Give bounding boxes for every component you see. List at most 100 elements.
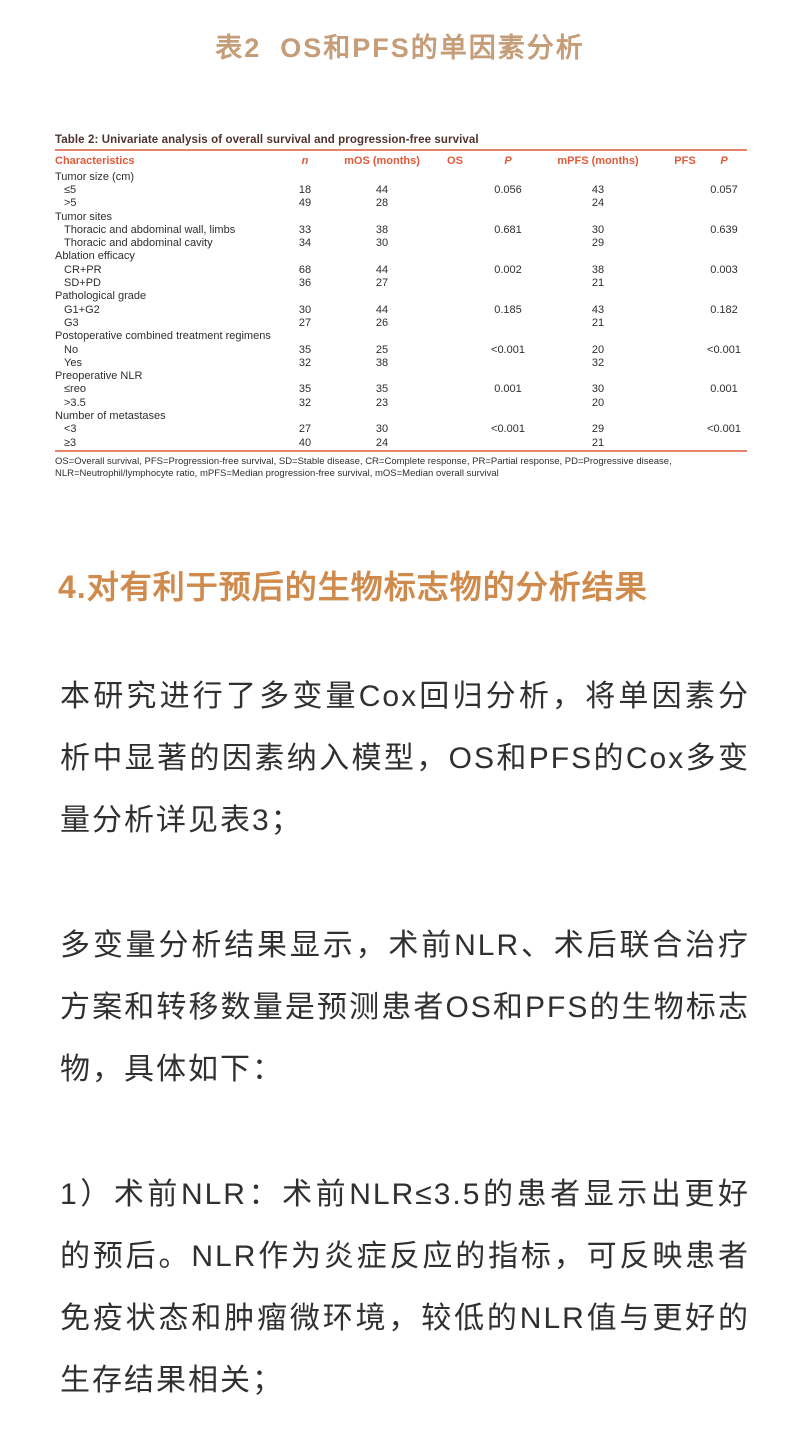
table2-block: Table 2: Univariate analysis of overall … <box>55 134 747 480</box>
table-row: ≥3 40 24 21 <box>55 436 747 449</box>
cell-mos: 30 <box>375 237 389 250</box>
cell-mos: 28 <box>375 197 389 210</box>
table-footnote: OS=Overall survival, PFS=Progression-fre… <box>55 456 747 480</box>
cell-mos: 26 <box>375 316 389 329</box>
cell-mpfs: 20 <box>591 343 605 356</box>
table-row: CR+PR 68 44 0.002 38 0.003 <box>55 263 747 276</box>
row-label: Yes <box>64 356 82 369</box>
cell-n: 49 <box>298 197 312 210</box>
group-label: Preoperative NLR <box>55 370 143 383</box>
row-label: CR+PR <box>64 263 102 276</box>
paragraph: 多变量分析结果显示，术前NLR、术后联合治疗方案和转移数量是预测患者OS和PFS… <box>60 929 750 1086</box>
table-row: SD+PD 36 27 21 <box>55 276 747 289</box>
cell-mpfs: 24 <box>591 197 605 210</box>
table-row: No 35 25 <0.001 20 <0.001 <box>55 343 747 356</box>
group-label: Number of metastases <box>55 409 166 422</box>
row-label: >5 <box>64 197 77 210</box>
cell-mpfs: 32 <box>591 356 605 369</box>
group-label: Tumor sites <box>55 210 113 223</box>
cell-p_pfs: <0.001 <box>707 423 741 436</box>
group-label: Ablation efficacy <box>55 250 135 263</box>
paragraph: 本研究进行了多变量Cox回归分析，将单因素分析中显著的因素纳入模型，OS和PFS… <box>60 680 750 837</box>
cell-mpfs: 38 <box>591 263 605 276</box>
table-group-row: Tumor size (cm) <box>55 170 747 183</box>
cell-n: 32 <box>298 396 312 409</box>
row-label: No <box>64 343 79 356</box>
table-top-rule <box>55 149 747 151</box>
row-label: G3 <box>64 316 79 329</box>
table-group-row: Postoperative combined treatment regimen… <box>55 330 747 343</box>
cell-n: 30 <box>298 303 312 316</box>
row-label: G1+G2 <box>64 303 100 316</box>
table-row: Yes 32 38 32 <box>55 356 747 369</box>
cell-p_os: 0.001 <box>494 383 522 396</box>
cell-n: 40 <box>298 436 312 449</box>
cell-n: 27 <box>298 316 312 329</box>
page-title: 表2 OS和PFS的单因素分析 <box>215 33 585 63</box>
cell-mpfs: 30 <box>591 383 605 396</box>
table-row: ≤5 18 44 0.056 43 0.057 <box>55 183 747 196</box>
cell-mpfs: 30 <box>591 223 605 236</box>
cell-p_pfs: 0.639 <box>710 223 738 236</box>
cell-p_pfs: <0.001 <box>707 343 741 356</box>
cell-p_pfs: 0.182 <box>710 303 738 316</box>
group-label: Pathological grade <box>55 290 147 303</box>
group-label: Postoperative combined treatment regimen… <box>55 330 271 343</box>
cell-n: 33 <box>298 223 312 236</box>
cell-p_os: 0.185 <box>494 303 522 316</box>
table-row: >5 49 28 24 <box>55 197 747 210</box>
cell-p_os: <0.001 <box>491 423 525 436</box>
cell-mos: 44 <box>375 263 389 276</box>
cell-p_pfs: 0.057 <box>710 183 738 196</box>
cell-mos: 35 <box>375 383 389 396</box>
cell-n: 35 <box>298 383 312 396</box>
group-label: Tumor size (cm) <box>55 170 135 183</box>
cell-mpfs: 20 <box>591 396 605 409</box>
column-header: Characteristics <box>55 154 135 167</box>
cell-mpfs: 29 <box>591 423 605 436</box>
row-label: >3.5 <box>64 396 86 409</box>
row-label: ≥3 <box>64 436 77 449</box>
footnote-line: OS=Overall survival, PFS=Progression-fre… <box>55 456 672 468</box>
column-header: P <box>720 154 728 167</box>
cell-mpfs: 21 <box>591 436 605 449</box>
table-group-row: Ablation efficacy <box>55 250 747 263</box>
cell-mos: 44 <box>375 183 389 196</box>
table-row: >3.5 32 23 20 <box>55 396 747 409</box>
table-row: Thoracic and abdominal cavity 34 30 29 <box>55 236 747 249</box>
table-row: G3 27 26 21 <box>55 316 747 329</box>
cell-p_os: 0.056 <box>494 183 522 196</box>
cell-mpfs: 21 <box>591 277 605 290</box>
cell-n: 32 <box>298 356 312 369</box>
cell-mos: 25 <box>375 343 389 356</box>
row-label: ≤5 <box>64 183 77 196</box>
row-label: ≤reo <box>64 383 86 396</box>
column-header: mPFS (months) <box>557 154 639 167</box>
cell-mos: 24 <box>375 436 389 449</box>
table-row: G1+G2 30 44 0.185 43 0.182 <box>55 303 747 316</box>
row-label: Thoracic and abdominal cavity <box>64 237 213 250</box>
table-group-row: Number of metastases <box>55 409 747 422</box>
column-header: mOS (months) <box>344 154 420 167</box>
footnote-line: NLR=Neutrophil/lymphocyte ratio, mPFS=Me… <box>55 468 499 480</box>
table-group-row: Tumor sites <box>55 210 747 223</box>
table-body: Tumor size (cm) ≤5 18 44 0.056 43 0.057 >5 49 28 2… <box>55 170 747 449</box>
table-row: Thoracic and abdominal wall, limbs 33 38 0.… <box>55 223 747 236</box>
column-header: OS <box>447 154 463 167</box>
cell-n: 34 <box>298 237 312 250</box>
table-row: <3 27 30 <0.001 29 <0.001 <box>55 423 747 436</box>
table-caption: Table 2: Univariate analysis of overall … <box>55 134 479 146</box>
cell-n: 18 <box>298 183 312 196</box>
cell-mpfs: 43 <box>591 183 605 196</box>
row-label: SD+PD <box>64 277 101 290</box>
cell-p_os: 0.002 <box>494 263 522 276</box>
cell-mos: 38 <box>375 356 389 369</box>
paragraph: 1）术前NLR：术前NLR≤3.5的患者显示出更好的预后。NLR作为炎症反应的指… <box>60 1178 750 1397</box>
cell-mos: 44 <box>375 303 389 316</box>
cell-mpfs: 29 <box>591 237 605 250</box>
table-group-row: Preoperative NLR <box>55 369 747 382</box>
cell-mpfs: 21 <box>591 316 605 329</box>
cell-p_pfs: 0.003 <box>710 263 738 276</box>
